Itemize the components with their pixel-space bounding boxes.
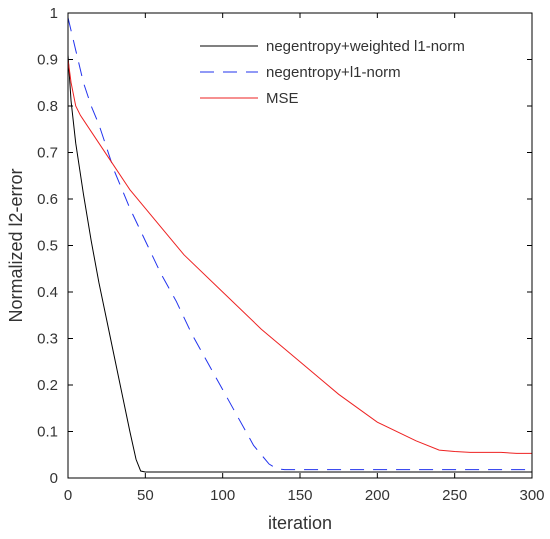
legend-label-1: negentropy+weighted l1-norm: [266, 38, 465, 55]
y-tick-label: 0: [50, 470, 58, 487]
y-tick-label: 0.8: [37, 98, 58, 115]
x-tick-label: 50: [137, 487, 154, 504]
x-tick-label: 200: [365, 487, 390, 504]
x-axis-label: iteration: [268, 513, 332, 533]
x-tick-label: 100: [210, 487, 235, 504]
y-tick-label: 0.3: [37, 331, 58, 348]
tick-group: 0 50 100 150 200 250 300 0 0.1 0.2 0.3 0.4 0.5 0.6 0.7…: [37, 5, 544, 504]
series-line-3: [67, 59, 532, 454]
y-tick-label: 0.7: [37, 145, 58, 162]
series-group: [67, 17, 532, 473]
legend-label-3: MSE: [266, 90, 299, 107]
legend-label-2: negentropy+l1-norm: [266, 64, 401, 81]
y-axis-label: Normalized l2-error: [6, 168, 26, 322]
series-line-2: [67, 17, 532, 471]
plot-frame: [67, 12, 533, 479]
x-tick-label: 150: [287, 487, 312, 504]
x-tick-label: 250: [442, 487, 467, 504]
series-line-1: [67, 54, 532, 473]
x-tick-label: 0: [64, 487, 72, 504]
y-tick-label: 0.9: [37, 52, 58, 69]
y-tick-label: 0.2: [37, 377, 58, 394]
y-tick-label: 0.1: [37, 424, 58, 441]
y-tick-label: 0.4: [37, 284, 58, 301]
y-tick-label: 0.6: [37, 191, 58, 208]
y-tick-label: 1: [50, 5, 58, 22]
plot-area: [68, 13, 532, 478]
y-tick-label: 0.5: [37, 238, 58, 255]
x-tick-label: 300: [519, 487, 544, 504]
legend: negentropy+weighted l1-norm negentropy+l1…: [200, 38, 465, 107]
